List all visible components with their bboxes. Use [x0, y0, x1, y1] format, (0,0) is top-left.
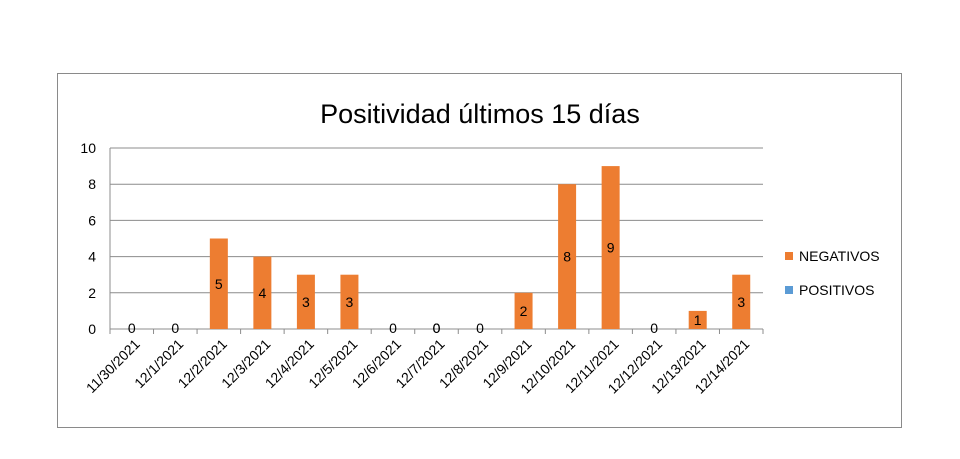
data-label-negativos: 8 — [563, 249, 571, 265]
data-label-negativos: 0 — [433, 320, 441, 336]
data-label-negativos: 9 — [607, 240, 615, 256]
data-label-negativos: 4 — [258, 285, 266, 301]
bar-negativos — [296, 274, 315, 329]
data-label-negativos: 3 — [302, 294, 310, 310]
bar-negativos — [514, 292, 533, 329]
bar-negativos — [601, 166, 620, 329]
chart-title: Positividad últimos 15 días — [320, 99, 640, 129]
bar-negativos — [253, 256, 272, 329]
legend: NEGATIVOS POSITIVOS — [785, 248, 880, 298]
bar-negativos — [340, 274, 359, 329]
legend-label: POSITIVOS — [799, 282, 874, 298]
y-tick-label: 6 — [88, 212, 96, 228]
bar-negativos — [732, 274, 751, 329]
bars — [209, 166, 751, 329]
data-label-positivos: 0 — [433, 320, 441, 336]
data-label-negativos: 0 — [171, 320, 179, 336]
y-tick-label: 2 — [88, 285, 96, 301]
bar-negativos — [558, 184, 577, 329]
gridlines — [109, 147, 764, 334]
data-label-negativos: 0 — [389, 320, 397, 336]
bar-negativos — [688, 310, 707, 329]
data-label-negativos: 3 — [737, 294, 745, 310]
y-tick-label: 8 — [88, 176, 96, 192]
y-tick-label: 10 — [80, 140, 96, 156]
data-label-negativos: 0 — [128, 320, 136, 336]
data-label-negativos: 5 — [215, 276, 223, 292]
data-label-negativos: 1 — [694, 312, 702, 328]
legend-swatch — [785, 286, 793, 294]
bar-negativos — [209, 238, 228, 329]
data-label-negativos: 0 — [650, 320, 658, 336]
legend-swatch — [785, 252, 793, 260]
data-label-negativos: 3 — [346, 294, 354, 310]
data-label-negativos: 0 — [476, 320, 484, 336]
y-axis-ticks: 0 2 4 6 8 10 — [80, 140, 96, 337]
y-tick-label: 4 — [88, 249, 96, 265]
y-tick-label: 0 — [88, 321, 96, 337]
legend-label: NEGATIVOS — [799, 248, 880, 264]
x-tick-label: 11/30/2021 — [83, 336, 143, 396]
data-label-negativos: 2 — [520, 303, 528, 319]
x-axis-ticks: 11/30/202112/1/202112/2/202112/3/202112/… — [83, 336, 753, 397]
